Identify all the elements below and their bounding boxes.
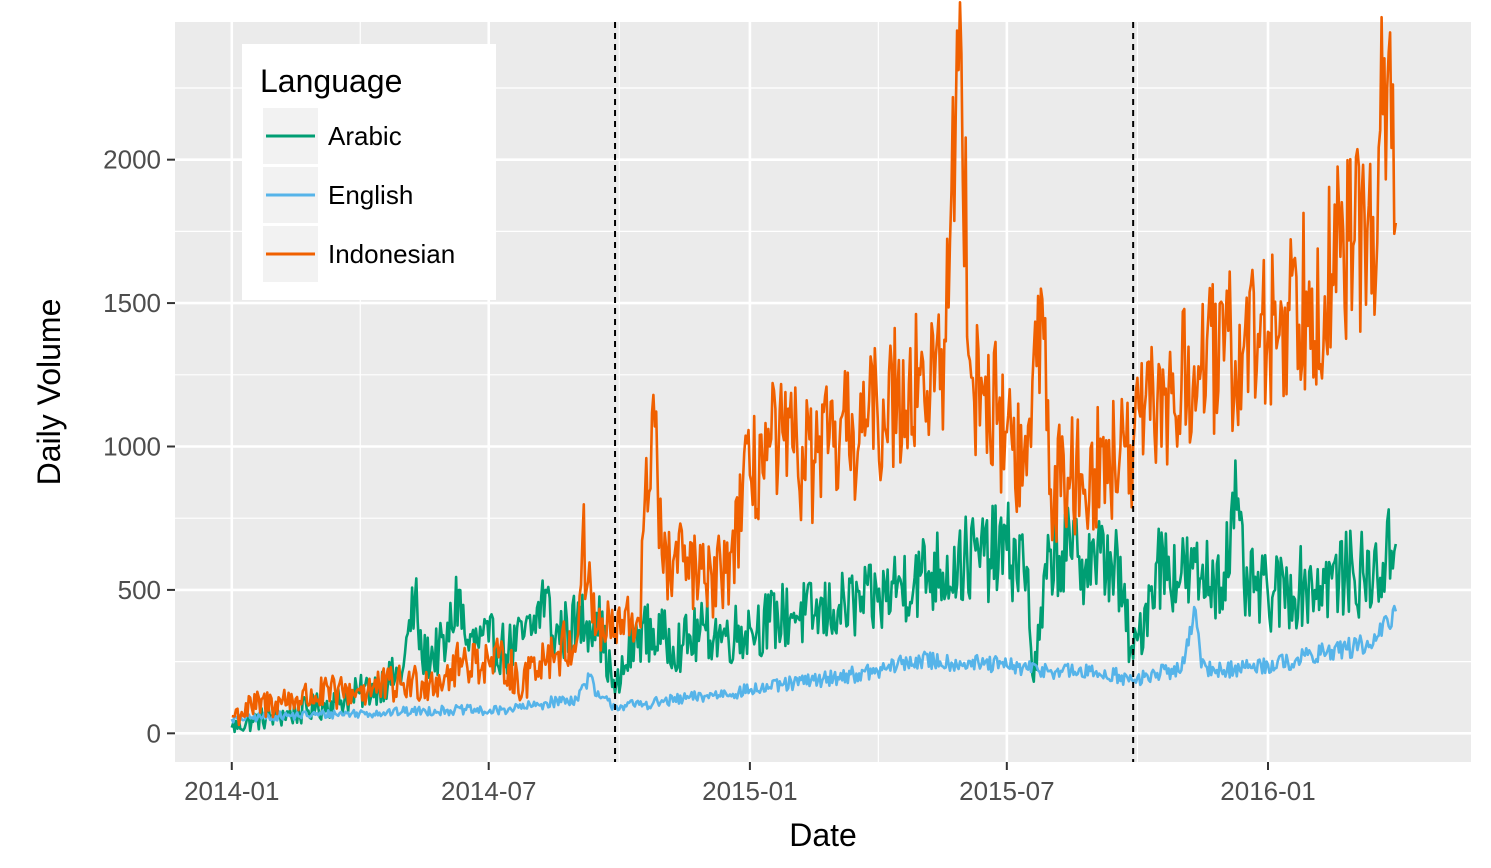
legend: Language Arabic English Indonesian (242, 44, 496, 300)
legend-title: Language (260, 63, 402, 99)
reference-lines (614, 22, 1135, 762)
x-tick-label: 2015-01 (702, 776, 797, 806)
x-tick-label: 2016-01 (1220, 776, 1315, 806)
series-line-arabic (230, 459, 1398, 734)
y-tick-label: 1500 (103, 288, 161, 318)
y-tick-label: 1000 (103, 431, 161, 461)
axis-ticks (167, 158, 1270, 770)
y-tick-label: 0 (147, 718, 161, 748)
series-line-indonesian (231, 0, 1398, 727)
y-tick-label: 2000 (103, 145, 161, 175)
x-tick-label: 2014-01 (184, 776, 279, 806)
x-axis-title: Date (789, 817, 857, 853)
legend-label-english: English (328, 180, 413, 210)
x-tick-labels: 2014-01 2014-07 2015-01 2015-07 2016-01 (184, 776, 1316, 806)
series-layer (230, 0, 1398, 734)
legend-label-arabic: Arabic (328, 121, 402, 151)
x-tick-label: 2014-07 (441, 776, 536, 806)
x-tick-label: 2015-07 (959, 776, 1054, 806)
legend-items: Arabic English Indonesian (263, 108, 455, 282)
y-tick-label: 500 (118, 575, 161, 605)
y-axis-title: Daily Volume (31, 299, 67, 486)
legend-label-indonesian: Indonesian (328, 239, 455, 269)
series-line-english (230, 604, 1398, 724)
y-tick-labels: 0 500 1000 1500 2000 (103, 145, 161, 749)
